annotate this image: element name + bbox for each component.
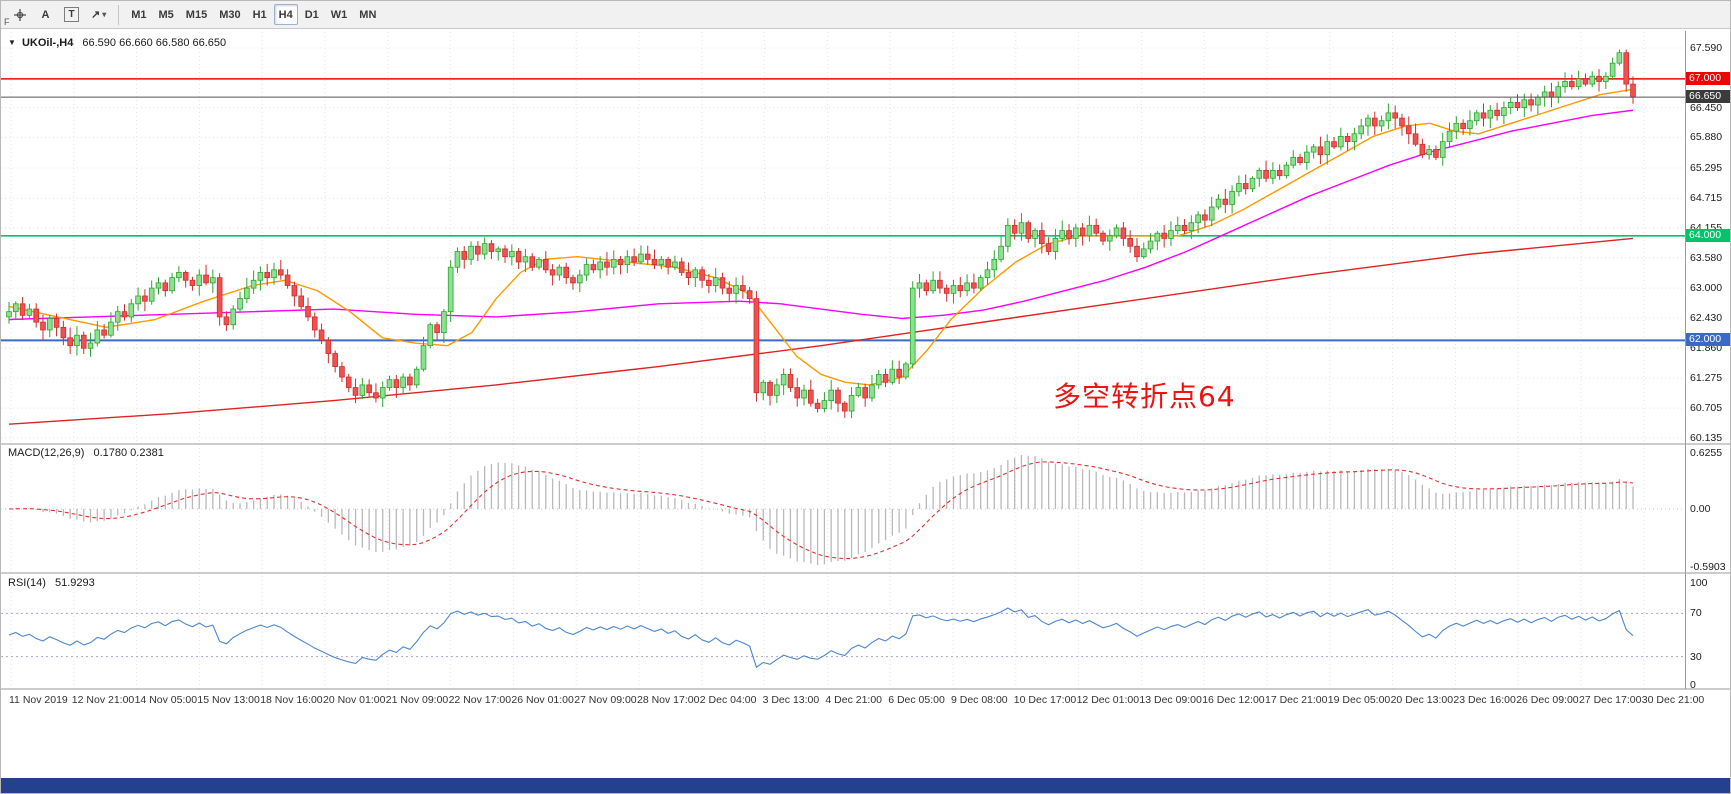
time-axis-label: 12 Nov 21:00	[71, 694, 135, 706]
time-axis-label: 28 Nov 17:00	[637, 694, 700, 706]
time-axis-label: 12 Dec 01:00	[1076, 694, 1140, 706]
time-axis-label: 2 Dec 04:00	[699, 694, 757, 706]
rsi-name: RSI(14)	[8, 577, 46, 589]
time-axis-label: 26 Dec 09:00	[1516, 694, 1579, 706]
chart-title: ▼ UKOil-,H4 66.590 66.660 66.580 66.650	[8, 37, 226, 49]
time-axis[interactable]: 11 Nov 2019 12 Nov 21:00 14 Nov 05:00 15 No…	[1, 692, 1730, 709]
arrow-objects-tool-button[interactable]: ↗ ▾	[86, 4, 111, 25]
price-axis-label: 61.275	[1690, 372, 1723, 385]
grid-layer	[1, 32, 1685, 689]
price-axis-label: 66.450	[1690, 101, 1723, 114]
time-axis-label: 22 Nov 17:00	[448, 694, 512, 706]
timeframe-button-mn[interactable]: MN	[359, 8, 377, 21]
chart-canvas[interactable]	[1, 1, 1731, 711]
time-axis-label: 30 Dec 21:00	[1641, 694, 1705, 706]
time-axis-label: 21 Nov 09:00	[385, 694, 449, 706]
macd-axis-label: 0.00	[1690, 503, 1711, 515]
macd-axis-label: -0.5903	[1690, 561, 1726, 573]
price-axis-label: 63.000	[1690, 282, 1723, 295]
text-box-tool-button[interactable]: T	[59, 4, 84, 25]
time-axis-label: 3 Dec 13:00	[762, 694, 820, 706]
time-axis-label: 15 Nov 13:00	[197, 694, 260, 706]
status-bar	[1, 778, 1730, 793]
time-axis-label: 17 Dec 21:00	[1265, 694, 1328, 706]
hlines-layer	[1, 78, 1685, 342]
rsi-axis-label: 30	[1690, 650, 1702, 663]
crosshair-icon	[14, 8, 26, 21]
timeframe-button-group: M1 M5 M15 M30 H1 H4 D1 W1 MN	[125, 4, 382, 25]
crosshair-tool-button[interactable]	[8, 4, 32, 25]
time-axis-label: 16 Dec 12:00	[1202, 694, 1265, 706]
timeframe-button-d1[interactable]: D1	[304, 8, 319, 21]
ma-layer	[8, 88, 1634, 425]
macd-indicator-label: MACD(12,26,9) 0.1780 0.2381	[8, 447, 164, 459]
time-axis-label: 11 Nov 2019	[9, 694, 68, 706]
macd-name: MACD(12,26,9)	[8, 447, 85, 459]
time-axis-label: 20 Nov 01:00	[323, 694, 386, 706]
price-axis-badge: 66.650	[1686, 90, 1730, 104]
time-axis-label: 19 Dec 05:00	[1327, 694, 1391, 706]
ohlc-values: 66.590 66.660 66.580 66.650	[82, 37, 227, 49]
price-axis-label: 64.715	[1690, 192, 1723, 205]
timeframe-button-h4[interactable]: H4	[273, 4, 298, 25]
price-axis[interactable]: 67.590 66.450 65.880 65.295 64.715 64.155 63.5…	[1685, 31, 1730, 691]
rsi-layer	[1, 607, 1685, 669]
text-label-tool-button[interactable]: A	[34, 4, 57, 25]
price-axis-label: 63.580	[1690, 251, 1723, 264]
indicator-collapse-icon[interactable]: ▼	[8, 38, 16, 47]
time-axis-label: 26 Nov 01:00	[511, 694, 574, 706]
toolbar: A T ↗ ▾ M1 M5 M15 M30 H1 H4 D1 W1 MN	[1, 1, 1730, 29]
time-axis-label: 4 Dec 21:00	[825, 694, 883, 706]
docked-toolbar-label: F	[4, 17, 10, 27]
timeframe-button-m5[interactable]: M5	[158, 8, 174, 21]
time-axis-label: 9 Dec 08:00	[951, 694, 1008, 706]
rsi-axis-label: 70	[1690, 607, 1702, 620]
rsi-axis-label: 0	[1690, 679, 1696, 691]
price-axis-badge: 62.000	[1686, 333, 1730, 347]
macd-layer	[1, 455, 1685, 565]
price-axis-label: 67.590	[1690, 42, 1723, 54]
timeframe-button-m1[interactable]: M1	[131, 8, 147, 21]
price-axis-label: 60.135	[1690, 432, 1723, 444]
price-axis-label: 65.295	[1690, 162, 1723, 175]
time-axis-label: 18 Nov 16:00	[260, 694, 323, 706]
timeframe-button-m15[interactable]: M15	[185, 8, 208, 21]
time-axis-label: 23 Dec 16:00	[1453, 694, 1516, 706]
rsi-indicator-label: RSI(14) 51.9293	[8, 577, 95, 589]
time-axis-label: 27 Nov 09:00	[574, 694, 637, 706]
rsi-axis-label: 100	[1690, 577, 1708, 589]
macd-values: 0.1780 0.2381	[93, 447, 164, 459]
macd-axis-label: 0.6255	[1690, 447, 1723, 459]
price-axis-label: 62.430	[1690, 311, 1723, 324]
arrow-icon: ↗	[91, 9, 101, 21]
time-axis-label: 13 Dec 09:00	[1139, 694, 1202, 706]
symbol-period-label: UKOil-,H4	[21, 37, 74, 49]
timeframe-button-m30[interactable]: M30	[219, 8, 241, 21]
time-axis-label: 6 Dec 05:00	[888, 694, 945, 706]
price-axis-badge: 64.000	[1686, 228, 1730, 242]
chart-annotation-text[interactable]: 多空转折点64	[1053, 380, 1236, 413]
time-axis-label: 27 Dec 17:00	[1579, 694, 1642, 706]
toolbar-separator	[118, 4, 120, 25]
time-axis-label: 20 Dec 13:00	[1390, 694, 1454, 706]
timeframe-button-w1[interactable]: W1	[330, 8, 348, 21]
price-axis-badge: 67.000	[1686, 71, 1730, 85]
chevron-down-icon: ▾	[102, 10, 107, 19]
time-axis-label: 10 Dec 17:00	[1013, 694, 1077, 706]
price-axis-label: 65.880	[1690, 131, 1723, 144]
price-axis-label: 60.705	[1690, 402, 1723, 415]
rsi-value: 51.9293	[54, 577, 95, 589]
time-axis-label: 14 Nov 05:00	[134, 694, 198, 706]
frame-layer	[1, 31, 1730, 690]
text-box-icon: T	[64, 7, 79, 22]
text-label-icon: A	[41, 8, 50, 21]
timeframe-button-h1[interactable]: H1	[252, 8, 267, 21]
candles-layer	[6, 49, 1636, 419]
